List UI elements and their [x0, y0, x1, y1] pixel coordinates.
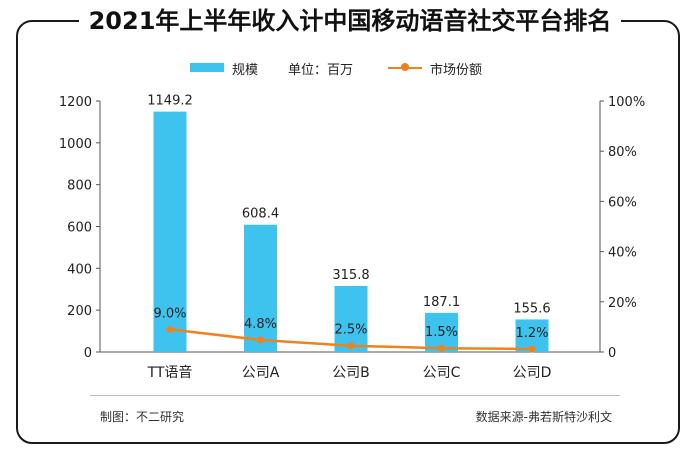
- x-tick-label: 公司C: [423, 365, 461, 381]
- y-right-tick-label: 60%: [608, 195, 637, 210]
- bar-value-label: 155.6: [513, 301, 550, 316]
- bar: [153, 111, 187, 352]
- legend-bar-label: 规模: [232, 63, 259, 78]
- share-value-label: 9.0%: [153, 306, 186, 321]
- bar-value-label: 1149.2: [147, 94, 193, 109]
- legend-bar-swatch: [190, 63, 224, 72]
- y-right-tick-label: 80%: [608, 145, 637, 160]
- x-tick-label: 公司D: [513, 365, 552, 381]
- share-point: [166, 325, 174, 333]
- bar-value-label: 315.8: [332, 268, 369, 283]
- y-left-tick-label: 600: [67, 221, 92, 236]
- y-left-tick-label: 400: [67, 262, 92, 277]
- y-left-tick-label: 0: [84, 346, 92, 361]
- share-point: [347, 342, 355, 350]
- y-right-tick-label: 100%: [608, 95, 645, 110]
- x-tick-label: 公司A: [242, 365, 280, 381]
- y-left-tick-label: 200: [67, 304, 92, 319]
- footer-divider: [90, 395, 620, 396]
- share-value-label: 1.5%: [425, 325, 458, 340]
- y-left-tick-label: 1200: [59, 95, 92, 110]
- x-tick-label: TT语音: [147, 364, 193, 381]
- chart-title: 2021年上半年收入计中国移动语音社交平台排名: [0, 6, 700, 36]
- chart-title-text: 2021年上半年收入计中国移动语音社交平台排名: [78, 7, 622, 35]
- footer-source: 数据来源-弗若斯特沙利文: [475, 410, 612, 424]
- bar-value-label: 187.1: [423, 295, 460, 310]
- share-point: [257, 336, 264, 344]
- y-right-tick-label: 20%: [608, 296, 637, 311]
- legend-unit: 单位：百万: [288, 63, 354, 78]
- y-left-tick-label: 1000: [59, 137, 92, 152]
- share-value-label: 1.2%: [515, 326, 548, 341]
- x-tick-label: 公司B: [332, 365, 370, 381]
- footer-credit: 制图：不二研究: [100, 410, 185, 424]
- bar-value-label: 608.4: [242, 207, 279, 222]
- legend-line-label: 市场份额: [430, 63, 483, 78]
- share-point: [438, 344, 445, 352]
- bar: [244, 224, 277, 352]
- share-point: [528, 345, 536, 353]
- y-left-tick-label: 800: [67, 179, 92, 194]
- y-right-tick-label: 40%: [608, 246, 637, 261]
- share-value-label: 4.8%: [244, 317, 277, 332]
- share-value-label: 2.5%: [334, 323, 367, 338]
- legend: 规模 单位：百万 市场份额: [0, 58, 700, 78]
- bar: [334, 285, 368, 352]
- legend-line-marker: [401, 63, 409, 71]
- y-right-tick-label: 0: [608, 346, 616, 361]
